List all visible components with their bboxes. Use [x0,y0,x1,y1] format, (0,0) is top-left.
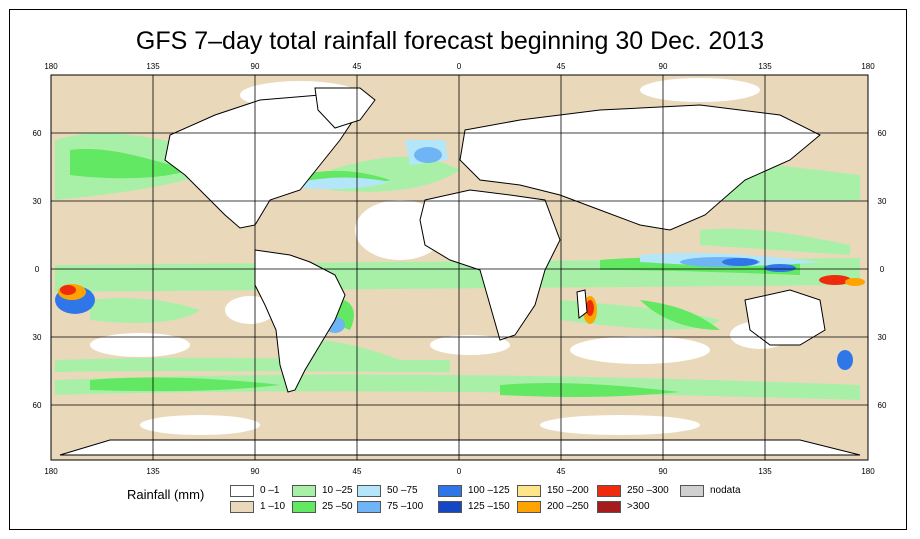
legend-label: 125 –150 [468,501,510,512]
right-lat-tick: 30 [878,197,887,206]
bottom-lon-tick: 135 [146,467,160,476]
legend-swatch [680,485,704,497]
legend-swatch [230,501,254,513]
legend-label: 100 –125 [468,485,510,496]
legend-label: 10 –25 [322,485,353,496]
legend-label: 25 –50 [322,501,353,512]
bottom-lon-tick: 45 [557,467,566,476]
figure-frame [9,9,907,530]
legend-swatch [597,485,621,497]
bottom-lon-tick: 90 [251,467,260,476]
left-lat-tick: 30 [33,333,42,342]
right-lat-tick: 0 [880,265,885,274]
graticule [51,75,868,460]
legend-label: 50 –75 [387,485,418,496]
top-lon-ticks: 180 135 90 45 0 45 90 135 180 [44,62,875,71]
legend-label: 250 –300 [627,485,669,496]
legend-label: 75 –100 [387,501,424,512]
legend-label: 1 –10 [260,501,286,512]
top-lon-tick: 180 [44,62,58,71]
legend-swatch [357,501,381,513]
top-lon-tick: 135 [758,62,772,71]
legend-swatch [230,485,254,497]
right-lat-tick: 60 [878,401,887,410]
bottom-lon-ticks: 180 135 90 45 0 45 90 135 180 [44,467,875,476]
rain-extreme [58,275,865,324]
legend-title: Rainfall (mm) [127,487,205,502]
bottom-lon-tick: 135 [758,467,772,476]
bottom-lon-tick: 90 [659,467,668,476]
land [59,87,861,456]
top-lon-tick: 90 [659,62,668,71]
top-lon-tick: 45 [353,62,362,71]
legend-swatch [292,501,316,513]
right-lat-tick: 30 [878,333,887,342]
left-lat-tick: 0 [35,265,40,274]
legend-swatch [357,485,381,497]
legend-label: nodata [710,485,741,496]
bottom-lon-tick: 45 [353,467,362,476]
legend-swatch [517,485,541,497]
bottom-lon-tick: 180 [44,467,58,476]
top-lon-tick: 45 [557,62,566,71]
left-lat-tick: 30 [33,197,42,206]
legend-swatch [517,501,541,513]
top-lon-tick: 90 [251,62,260,71]
legend-label: >300 [627,501,650,512]
map-border [50,74,869,461]
top-lon-tick: 135 [146,62,160,71]
legend-label: 0 –1 [260,485,280,496]
legend-swatch [292,485,316,497]
left-lat-ticks: 60 30 0 30 60 [33,129,42,410]
legend-swatch [438,501,462,513]
right-lat-tick: 60 [878,129,887,138]
top-lon-tick: 180 [861,62,875,71]
legend-swatch [438,485,462,497]
right-lat-ticks: 60 30 0 30 60 [878,129,887,410]
left-lat-tick: 60 [33,129,42,138]
bottom-lon-tick: 180 [861,467,875,476]
map-title: GFS 7–day total rainfall forecast beginn… [135,27,765,55]
legend-label: 150 –200 [547,485,589,496]
left-lat-tick: 60 [33,401,42,410]
bottom-lon-tick: 0 [457,467,462,476]
legend-label: 200 –250 [547,501,589,512]
legend-swatch [597,501,621,513]
top-lon-tick: 0 [457,62,462,71]
